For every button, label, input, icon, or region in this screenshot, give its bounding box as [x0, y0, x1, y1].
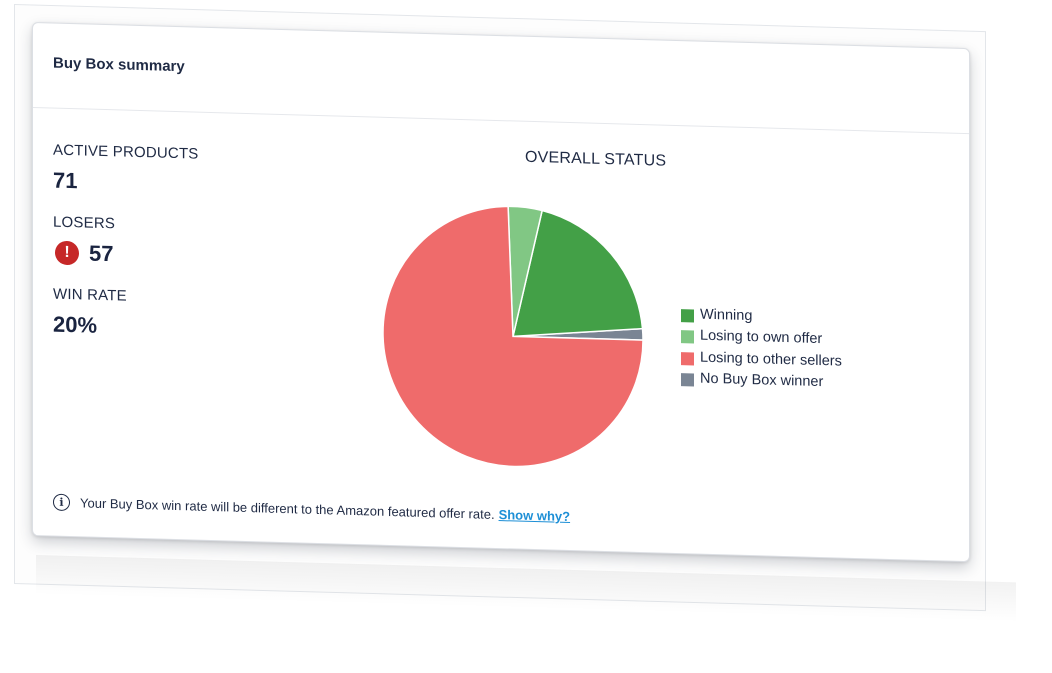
losers-label: LOSERS	[53, 213, 116, 233]
active-products-value: 71	[53, 167, 78, 194]
alert-icon: !	[55, 240, 79, 266]
losers-value-row: ! 57	[53, 238, 199, 272]
metric-win-rate: WIN RATE 20%	[53, 286, 199, 344]
card-title: Buy Box summary	[53, 54, 185, 75]
legend-label: No Buy Box winner	[700, 370, 824, 391]
pie-chart-svg	[382, 203, 644, 470]
legend-swatch	[681, 330, 694, 344]
metric-losers: LOSERS ! 57	[53, 214, 199, 272]
win-rate-label: WIN RATE	[53, 285, 127, 305]
chart-legend: Winning Losing to own offer Losing to othe…	[681, 303, 842, 393]
legend-item-no-buy-box-winner[interactable]: No Buy Box winner	[681, 368, 842, 394]
legend-swatch	[681, 308, 694, 323]
metric-active-products: ACTIVE PRODUCTS 71	[53, 142, 199, 200]
legend-label: Losing to other sellers	[700, 349, 842, 370]
pie-slice-winning[interactable]	[512, 209, 644, 340]
losers-value: 57	[89, 240, 114, 267]
active-products-label: ACTIVE PRODUCTS	[53, 141, 199, 163]
legend-swatch	[681, 373, 694, 387]
win-rate-value: 20%	[53, 311, 98, 338]
legend-swatch	[681, 351, 694, 366]
footer-note-text: Your Buy Box win rate will be different …	[80, 495, 495, 522]
pie-slice-losing-to-other-sellers[interactable]	[382, 203, 644, 470]
buy-box-summary-card: Buy Box summary ACTIVE PRODUCTS 71 LOSER…	[32, 22, 970, 563]
legend-label: Losing to own offer	[700, 327, 823, 348]
footer-note: i Your Buy Box win rate will be differen…	[53, 493, 571, 525]
metrics-panel: ACTIVE PRODUCTS 71 LOSERS ! 57 WIN RATE …	[53, 142, 199, 362]
info-icon: i	[53, 493, 70, 512]
pie-chart	[381, 201, 645, 472]
legend-label: Winning	[700, 306, 753, 324]
chart-title: OVERALL STATUS	[525, 148, 667, 170]
show-why-link[interactable]: Show why?	[498, 507, 571, 525]
